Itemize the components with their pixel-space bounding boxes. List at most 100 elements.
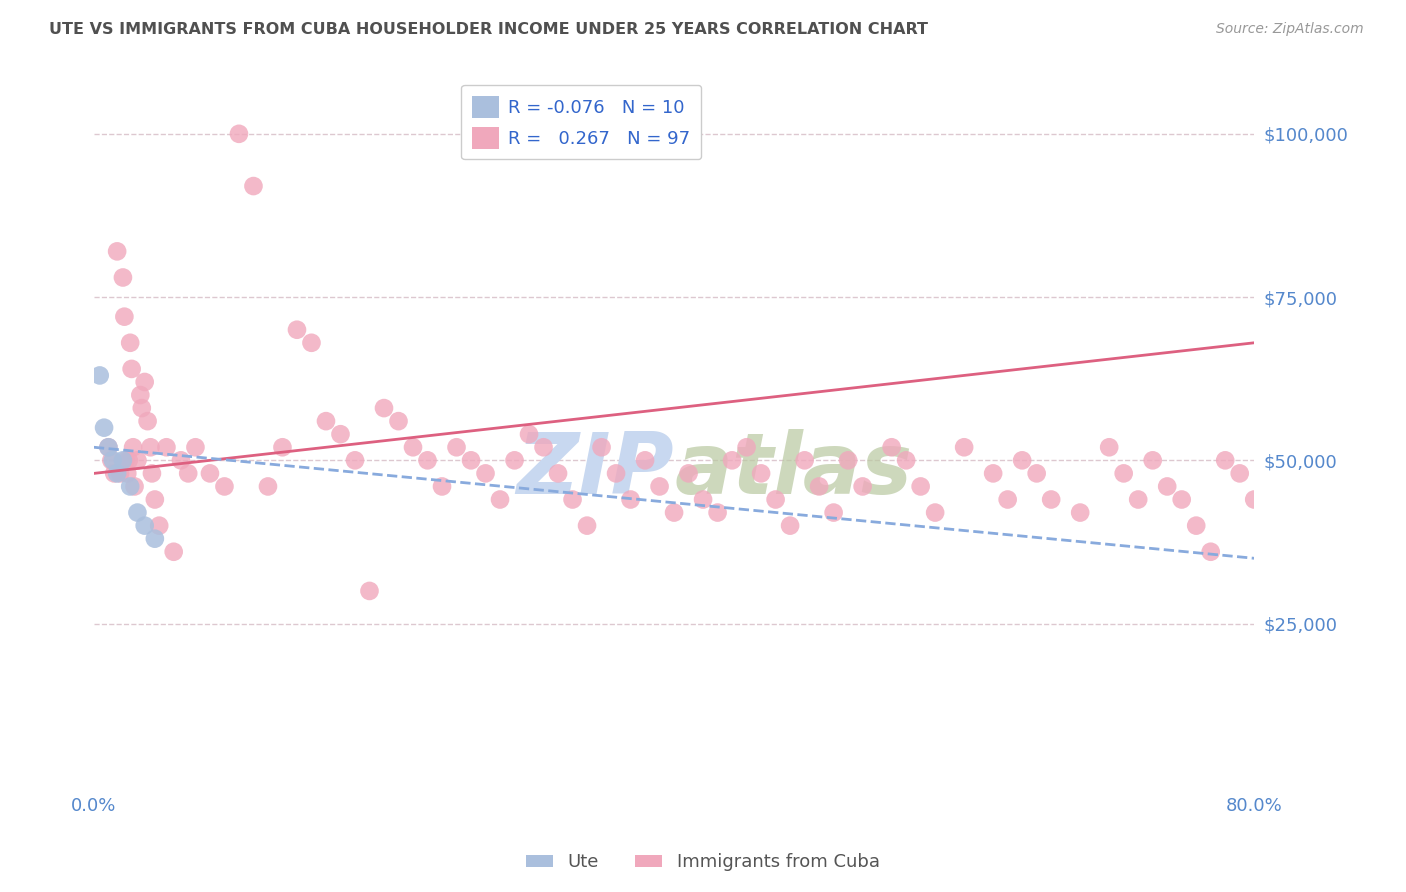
Point — [894, 453, 917, 467]
Point — [605, 467, 627, 481]
Point — [852, 479, 875, 493]
Text: atlas: atlas — [673, 429, 912, 512]
Legend: R = -0.076   N = 10, R =   0.267   N = 97: R = -0.076 N = 10, R = 0.267 N = 97 — [461, 85, 702, 160]
Point — [89, 368, 111, 383]
Point — [910, 479, 932, 493]
Point — [97, 440, 120, 454]
Point — [315, 414, 337, 428]
Point — [285, 323, 308, 337]
Point — [735, 440, 758, 454]
Point — [114, 453, 136, 467]
Point — [127, 506, 149, 520]
Point — [1185, 518, 1208, 533]
Legend: Ute, Immigrants from Cuba: Ute, Immigrants from Cuba — [519, 847, 887, 879]
Point — [329, 427, 352, 442]
Point — [143, 532, 166, 546]
Point — [101, 453, 124, 467]
Point — [117, 467, 139, 481]
Text: Source: ZipAtlas.com: Source: ZipAtlas.com — [1216, 22, 1364, 37]
Point — [148, 518, 170, 533]
Point — [129, 388, 152, 402]
Point — [474, 467, 496, 481]
Point — [100, 453, 122, 467]
Point — [1025, 467, 1047, 481]
Point — [634, 453, 657, 467]
Point — [359, 583, 381, 598]
Point — [692, 492, 714, 507]
Point — [1011, 453, 1033, 467]
Point — [793, 453, 815, 467]
Point — [981, 467, 1004, 481]
Point — [170, 453, 193, 467]
Point — [271, 440, 294, 454]
Point — [1257, 518, 1279, 533]
Point — [122, 440, 145, 454]
Text: ZIP: ZIP — [516, 429, 673, 512]
Point — [214, 479, 236, 493]
Point — [111, 453, 134, 467]
Point — [373, 401, 395, 415]
Point — [97, 440, 120, 454]
Point — [662, 506, 685, 520]
Point — [120, 479, 142, 493]
Point — [1156, 479, 1178, 493]
Point — [1229, 467, 1251, 481]
Point — [648, 479, 671, 493]
Point — [1069, 506, 1091, 520]
Point — [93, 420, 115, 434]
Point — [880, 440, 903, 454]
Point — [127, 453, 149, 467]
Point — [118, 453, 141, 467]
Point — [103, 467, 125, 481]
Point — [765, 492, 787, 507]
Point — [177, 467, 200, 481]
Point — [619, 492, 641, 507]
Point — [997, 492, 1019, 507]
Point — [141, 467, 163, 481]
Point — [242, 179, 264, 194]
Point — [108, 467, 131, 481]
Point — [837, 453, 859, 467]
Point — [749, 467, 772, 481]
Point — [105, 467, 128, 481]
Point — [155, 440, 177, 454]
Point — [198, 467, 221, 481]
Point — [1040, 492, 1063, 507]
Point — [124, 479, 146, 493]
Point — [120, 335, 142, 350]
Point — [136, 414, 159, 428]
Point — [547, 467, 569, 481]
Point — [134, 518, 156, 533]
Point — [953, 440, 976, 454]
Point — [1128, 492, 1150, 507]
Point — [1243, 492, 1265, 507]
Point — [387, 414, 409, 428]
Point — [779, 518, 801, 533]
Point — [402, 440, 425, 454]
Point — [460, 453, 482, 467]
Point — [257, 479, 280, 493]
Point — [163, 545, 186, 559]
Point — [143, 492, 166, 507]
Point — [184, 440, 207, 454]
Point — [489, 492, 512, 507]
Point — [134, 375, 156, 389]
Point — [343, 453, 366, 467]
Point — [924, 506, 946, 520]
Point — [517, 427, 540, 442]
Point — [446, 440, 468, 454]
Point — [430, 479, 453, 493]
Point — [1112, 467, 1135, 481]
Point — [721, 453, 744, 467]
Point — [228, 127, 250, 141]
Point — [533, 440, 555, 454]
Point — [416, 453, 439, 467]
Point — [1213, 453, 1236, 467]
Point — [678, 467, 700, 481]
Point — [139, 440, 162, 454]
Point — [131, 401, 153, 415]
Text: UTE VS IMMIGRANTS FROM CUBA HOUSEHOLDER INCOME UNDER 25 YEARS CORRELATION CHART: UTE VS IMMIGRANTS FROM CUBA HOUSEHOLDER … — [49, 22, 928, 37]
Point — [808, 479, 831, 493]
Point — [503, 453, 526, 467]
Point — [1170, 492, 1192, 507]
